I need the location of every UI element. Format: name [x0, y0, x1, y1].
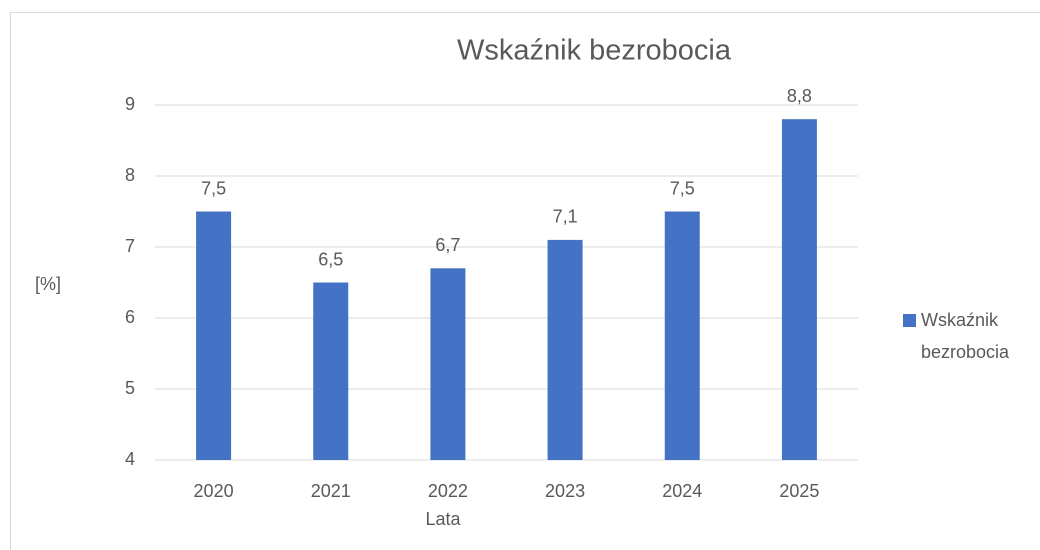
chart-border: [10, 12, 1040, 550]
data-label: 7,1: [553, 207, 578, 227]
y-tick-label: 8: [125, 165, 135, 185]
x-tick-label: 2025: [779, 481, 819, 501]
y-tick-label: 7: [125, 236, 135, 256]
bar: [547, 239, 583, 460]
bar: [313, 282, 349, 460]
y-tick-label: 4: [125, 449, 135, 469]
x-tick-label: 2023: [545, 481, 585, 501]
x-tick-label: 2022: [428, 481, 468, 501]
legend-swatch: [903, 314, 916, 327]
data-label: 8,8: [787, 86, 812, 106]
bar: [430, 268, 466, 460]
y-axis-label: [%]: [35, 274, 61, 294]
x-tick-label: 2021: [311, 481, 351, 501]
data-label: 7,5: [670, 178, 695, 198]
data-label: 7,5: [201, 178, 226, 198]
bar: [664, 211, 700, 460]
x-axis-label: Lata: [425, 509, 461, 529]
bar: [781, 119, 817, 460]
y-tick-label: 5: [125, 378, 135, 398]
data-label: 6,7: [435, 235, 460, 255]
y-tick-label: 6: [125, 307, 135, 327]
bar: [196, 211, 232, 460]
y-tick-label: 9: [125, 94, 135, 114]
x-tick-label: 2024: [662, 481, 702, 501]
legend-label: Wskaźnik bezrobocia: [921, 310, 1010, 362]
data-label: 6,5: [318, 249, 343, 269]
chart-title: Wskaźnik bezrobocia: [457, 35, 732, 67]
x-tick-label: 2020: [194, 481, 234, 501]
